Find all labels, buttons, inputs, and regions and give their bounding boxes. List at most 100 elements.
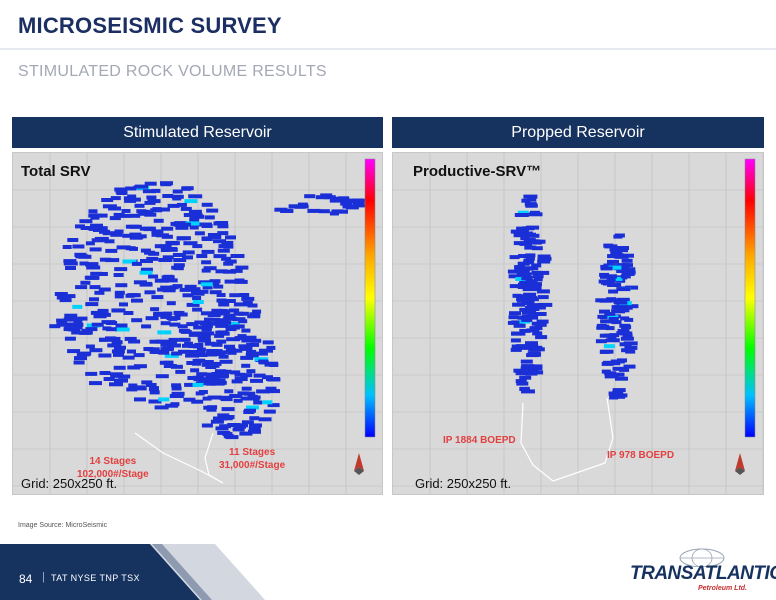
event-block	[148, 387, 159, 392]
event-block	[211, 342, 223, 347]
event-block	[114, 290, 125, 295]
event-block	[227, 423, 241, 427]
event-block	[241, 420, 254, 425]
event-block	[88, 209, 98, 214]
event-block	[134, 397, 146, 402]
event-block	[74, 356, 87, 361]
event-block	[113, 365, 126, 370]
map-title-productive-srv: Productive-SRV™	[413, 163, 542, 180]
event-block	[220, 397, 233, 402]
event-block	[207, 313, 221, 317]
event-block	[612, 388, 626, 393]
event-block	[513, 323, 526, 328]
event-block	[154, 405, 169, 410]
event-block	[105, 248, 118, 253]
event-block	[192, 382, 204, 387]
event-block	[525, 256, 535, 261]
event-block	[205, 374, 220, 379]
event-block	[204, 215, 215, 220]
event-block	[523, 260, 535, 265]
event-block	[615, 376, 628, 381]
event-block	[114, 187, 128, 192]
event-block	[166, 301, 176, 306]
event-block	[116, 245, 131, 250]
event-block	[113, 352, 124, 357]
event-block	[57, 321, 67, 326]
event-block	[616, 303, 627, 308]
event-block	[189, 217, 200, 222]
event-block	[232, 427, 245, 432]
event-block	[611, 309, 626, 314]
event-block	[516, 297, 528, 301]
event-block	[526, 328, 540, 333]
event-block	[249, 396, 260, 401]
event-block	[536, 319, 549, 324]
event-block	[607, 298, 622, 303]
panel-header-propped: Propped Reservoir	[392, 117, 764, 148]
event-block	[156, 233, 169, 238]
event-block	[519, 307, 531, 312]
event-block	[527, 315, 539, 320]
event-block	[164, 353, 179, 358]
event-block	[622, 333, 633, 338]
event-block	[101, 198, 114, 202]
event-block	[527, 312, 539, 317]
event-block	[121, 209, 131, 213]
event-block	[521, 285, 536, 289]
event-block	[519, 386, 530, 391]
event-block	[123, 311, 134, 315]
map-total-srv: Total SRV 14 Stages 102,000#/Stage 11 St…	[12, 152, 383, 495]
event-block	[56, 318, 68, 323]
event-block	[238, 319, 248, 324]
event-block	[139, 281, 152, 286]
event-block	[521, 389, 535, 394]
event-block	[509, 311, 521, 316]
event-block	[198, 222, 212, 227]
event-block	[150, 307, 160, 312]
microseismic-events-total	[49, 181, 366, 440]
event-block	[223, 316, 238, 321]
event-block	[125, 186, 137, 191]
event-block	[219, 424, 232, 429]
event-block	[208, 321, 221, 326]
event-block	[213, 284, 224, 289]
event-block	[244, 408, 256, 413]
event-block	[256, 389, 271, 394]
event-block	[171, 391, 185, 396]
event-block	[518, 282, 531, 287]
event-block	[616, 269, 628, 273]
event-block	[599, 349, 610, 354]
event-block	[510, 347, 522, 352]
event-block	[249, 416, 260, 421]
event-block	[511, 331, 522, 336]
event-block	[603, 263, 614, 268]
event-block	[234, 424, 246, 429]
event-block	[133, 364, 147, 369]
title-divider	[0, 48, 776, 50]
event-block	[537, 256, 552, 261]
event-block	[196, 372, 208, 377]
event-block	[225, 235, 236, 240]
event-block	[201, 260, 212, 265]
event-block	[526, 233, 540, 238]
event-block	[216, 378, 226, 383]
company-logo: TRANSATLANTIC Petroleum Ltd.	[626, 547, 776, 597]
event-block	[77, 316, 88, 321]
event-block	[63, 259, 77, 264]
event-block	[133, 353, 145, 358]
event-block	[106, 327, 117, 332]
event-block	[515, 371, 526, 376]
event-block	[115, 283, 128, 288]
event-block	[521, 276, 531, 281]
event-block	[515, 379, 527, 384]
event-block	[128, 339, 141, 344]
event-block	[525, 203, 536, 208]
event-block	[250, 338, 262, 343]
event-block	[620, 336, 634, 341]
event-block	[607, 254, 617, 259]
event-block	[80, 280, 91, 285]
event-block	[613, 234, 623, 239]
event-block	[131, 298, 143, 303]
event-block	[184, 341, 194, 346]
event-block	[262, 400, 273, 405]
